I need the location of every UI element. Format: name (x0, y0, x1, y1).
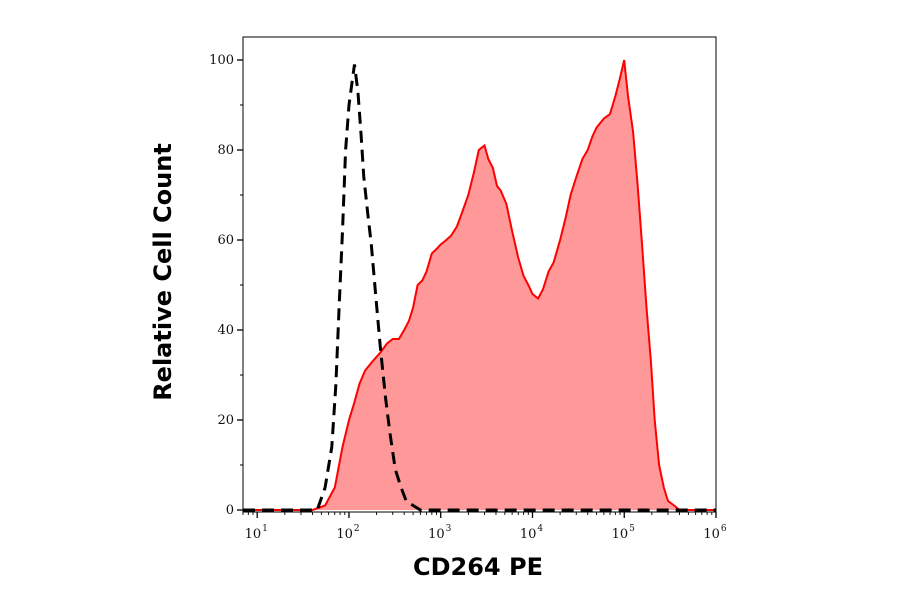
y-axis-ticks: 0 20 40 60 80 100 (209, 53, 243, 518)
x-tick-label: 104 (520, 524, 544, 542)
series-layer (243, 59, 716, 512)
x-tick-label: 101 (245, 524, 268, 542)
x-axis-title: CD264 PE (413, 553, 543, 581)
y-tick-label: 100 (209, 53, 234, 68)
y-tick-label: 20 (217, 413, 234, 428)
y-tick-label: 40 (217, 323, 234, 338)
series-0-area (243, 60, 716, 510)
series-1-dashed-line (243, 64, 716, 512)
x-tick-label: 106 (703, 524, 727, 542)
y-tick-label: 80 (217, 143, 234, 158)
y-axis-title: Relative Cell Count (149, 143, 177, 401)
x-axis-ticks: 101 102 103 104 105 106 (242, 512, 727, 542)
y-tick-label: 60 (217, 233, 234, 248)
x-tick-label: 102 (336, 524, 359, 542)
x-tick-label: 105 (612, 524, 636, 542)
plot-frame (242, 36, 717, 513)
series-0-line (243, 59, 716, 511)
x-tick-label: 103 (428, 524, 452, 542)
y-tick-label: 0 (226, 503, 234, 518)
